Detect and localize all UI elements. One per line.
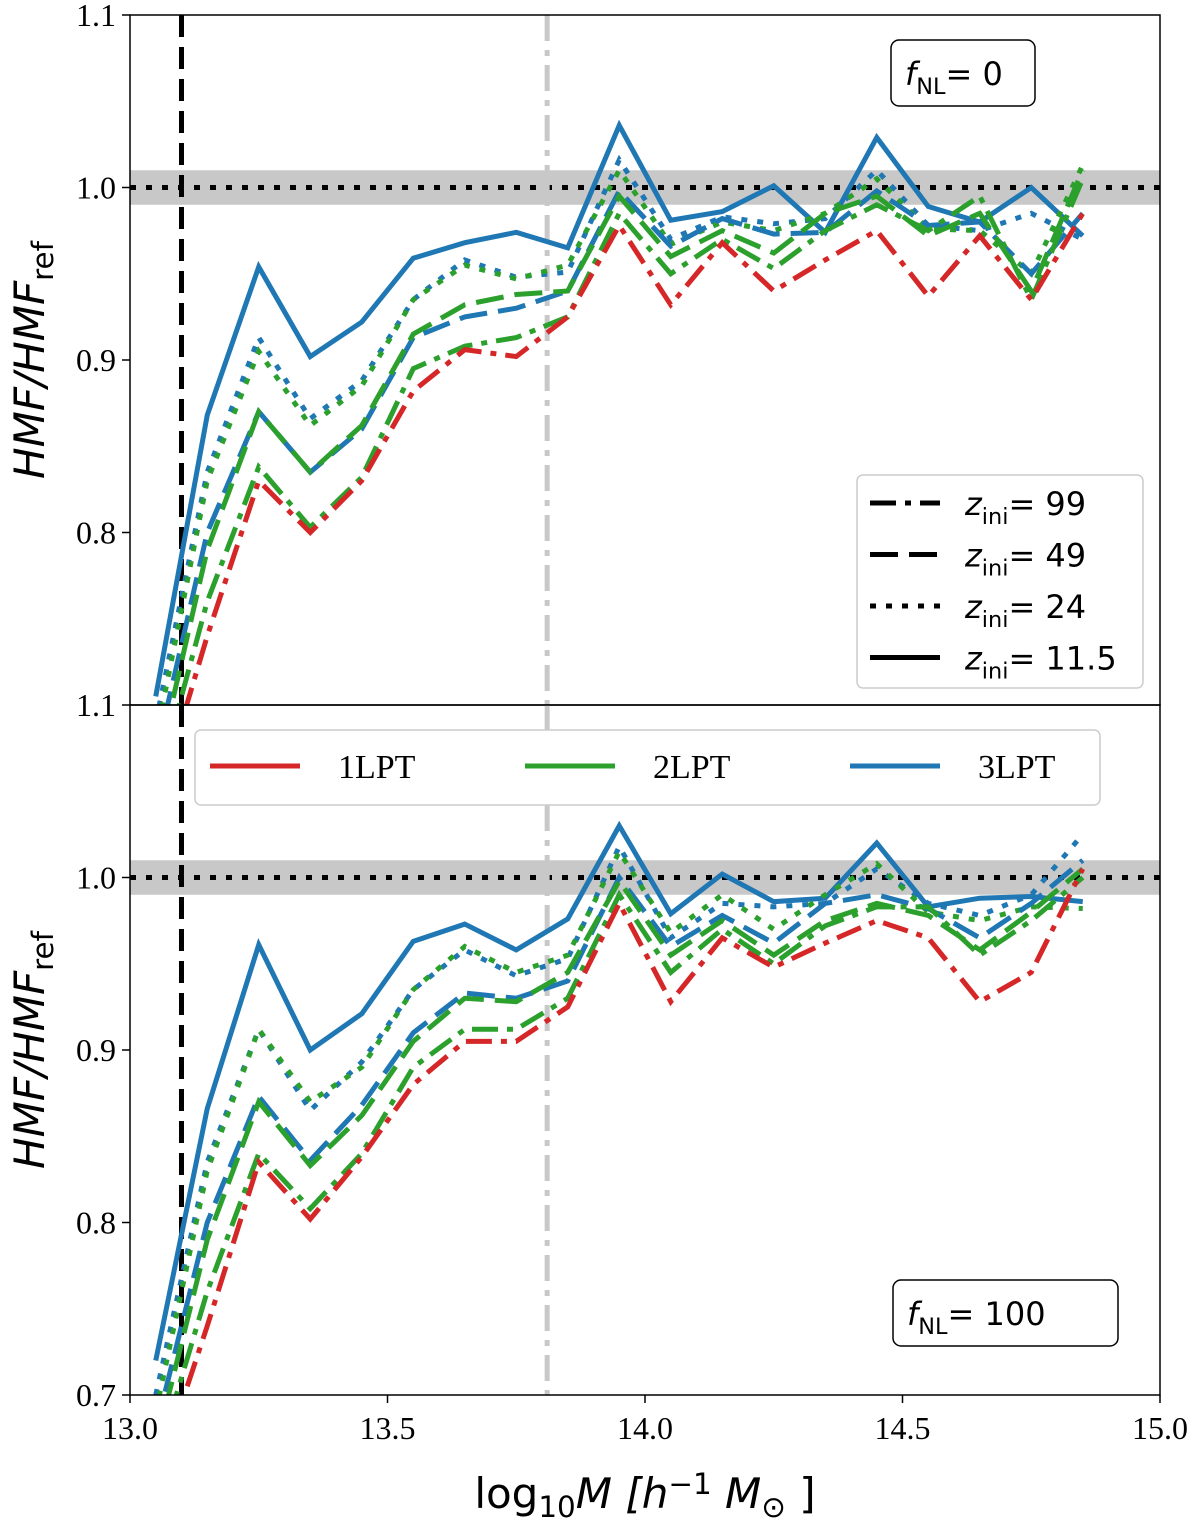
x-axis-label-part: M [ — [576, 1469, 644, 1518]
annotation-part: NL — [918, 1314, 948, 1340]
legend-label: zini= 49 — [964, 537, 1086, 582]
y-axis-label: HMF/HMFref — [5, 930, 60, 1169]
x-axis-label-part: M — [712, 1469, 762, 1518]
annotation-part: = 100 — [948, 1295, 1046, 1333]
panel — [130, 705, 1160, 1395]
series-line — [169, 169, 1086, 705]
legend-box — [194, 729, 1101, 806]
y-tick-label: 0.7 — [76, 1377, 116, 1413]
series-line — [173, 875, 1085, 1395]
legend-label-part: = 99 — [1008, 485, 1086, 523]
legend-label-part: ini — [982, 607, 1009, 633]
legend-label-part: z — [964, 485, 983, 523]
y-axis-label: HMF/HMFref — [5, 240, 60, 479]
series-line — [153, 119, 1085, 697]
legend-label-part: ini — [982, 504, 1009, 530]
series-line — [176, 177, 1086, 705]
y-axis-label-part: HMF/HMF — [5, 280, 54, 479]
annotation-box — [892, 1279, 1119, 1347]
series-line — [156, 154, 1084, 705]
x-axis-label-part: −1 — [668, 1467, 711, 1501]
x-tick-label: 14.5 — [875, 1410, 931, 1446]
legend-label: 3LPT — [978, 749, 1056, 786]
y-tick-label: 1.1 — [76, 0, 116, 33]
legend-label: zini= 99 — [964, 485, 1086, 530]
x-tick-label: 14.0 — [617, 1410, 673, 1446]
series-line — [184, 212, 1085, 705]
y-tick-label: 1.0 — [76, 860, 116, 896]
legend-label: 2LPT — [653, 749, 731, 786]
series-line — [153, 832, 1085, 1395]
series-line — [166, 866, 1085, 1395]
y-axis-label-part: HMF/HMF — [5, 970, 54, 1169]
x-axis-label-part: ] — [786, 1469, 816, 1518]
x-tick-label: 13.5 — [360, 1410, 416, 1446]
legend-label: zini= 11.5 — [964, 640, 1117, 685]
legend-label-part: z — [964, 640, 983, 678]
legend-label-part: z — [964, 588, 983, 626]
y-tick-label: 1.1 — [76, 687, 116, 723]
legend-label-part: = 49 — [1008, 537, 1086, 575]
annotation: fNL= 100 — [907, 1295, 1046, 1340]
annotation-part: = 0 — [946, 55, 1003, 93]
x-tick-label: 15.0 — [1132, 1410, 1188, 1446]
x-tick-label: 13.0 — [102, 1410, 158, 1446]
y-tick-label: 1.0 — [76, 170, 116, 206]
x-axis-label-part: ⊙ — [761, 1490, 786, 1522]
x-axis-label-part: h — [642, 1469, 669, 1518]
y-tick-label: 0.8 — [76, 515, 116, 551]
legend-label-part: ini — [982, 659, 1009, 685]
legend-label: 1LPT — [338, 749, 416, 786]
y-tick-label: 0.9 — [76, 342, 116, 378]
x-axis-label-part: log — [474, 1469, 538, 1518]
legend-label-part: = 11.5 — [1008, 640, 1116, 678]
annotation-box — [890, 39, 1036, 107]
legend-label: zini= 24 — [964, 588, 1086, 633]
x-axis-label-part: 10 — [538, 1490, 575, 1522]
x-axis-label: log10M [h−1 M⊙ ] — [474, 1467, 815, 1522]
legend-label-part: = 24 — [1008, 588, 1086, 626]
series-line — [181, 867, 1085, 1395]
legend-box — [856, 474, 1144, 689]
y-tick-label: 0.9 — [76, 1032, 116, 1068]
y-axis-label-part: ref — [26, 240, 60, 281]
legend-label-part: ini — [982, 556, 1009, 582]
y-tick-label: 0.8 — [76, 1205, 116, 1241]
legend-label-part: z — [964, 537, 983, 575]
panel — [130, 15, 1160, 705]
y-axis-label-part: ref — [26, 930, 60, 971]
annotation-part: NL — [916, 74, 946, 100]
